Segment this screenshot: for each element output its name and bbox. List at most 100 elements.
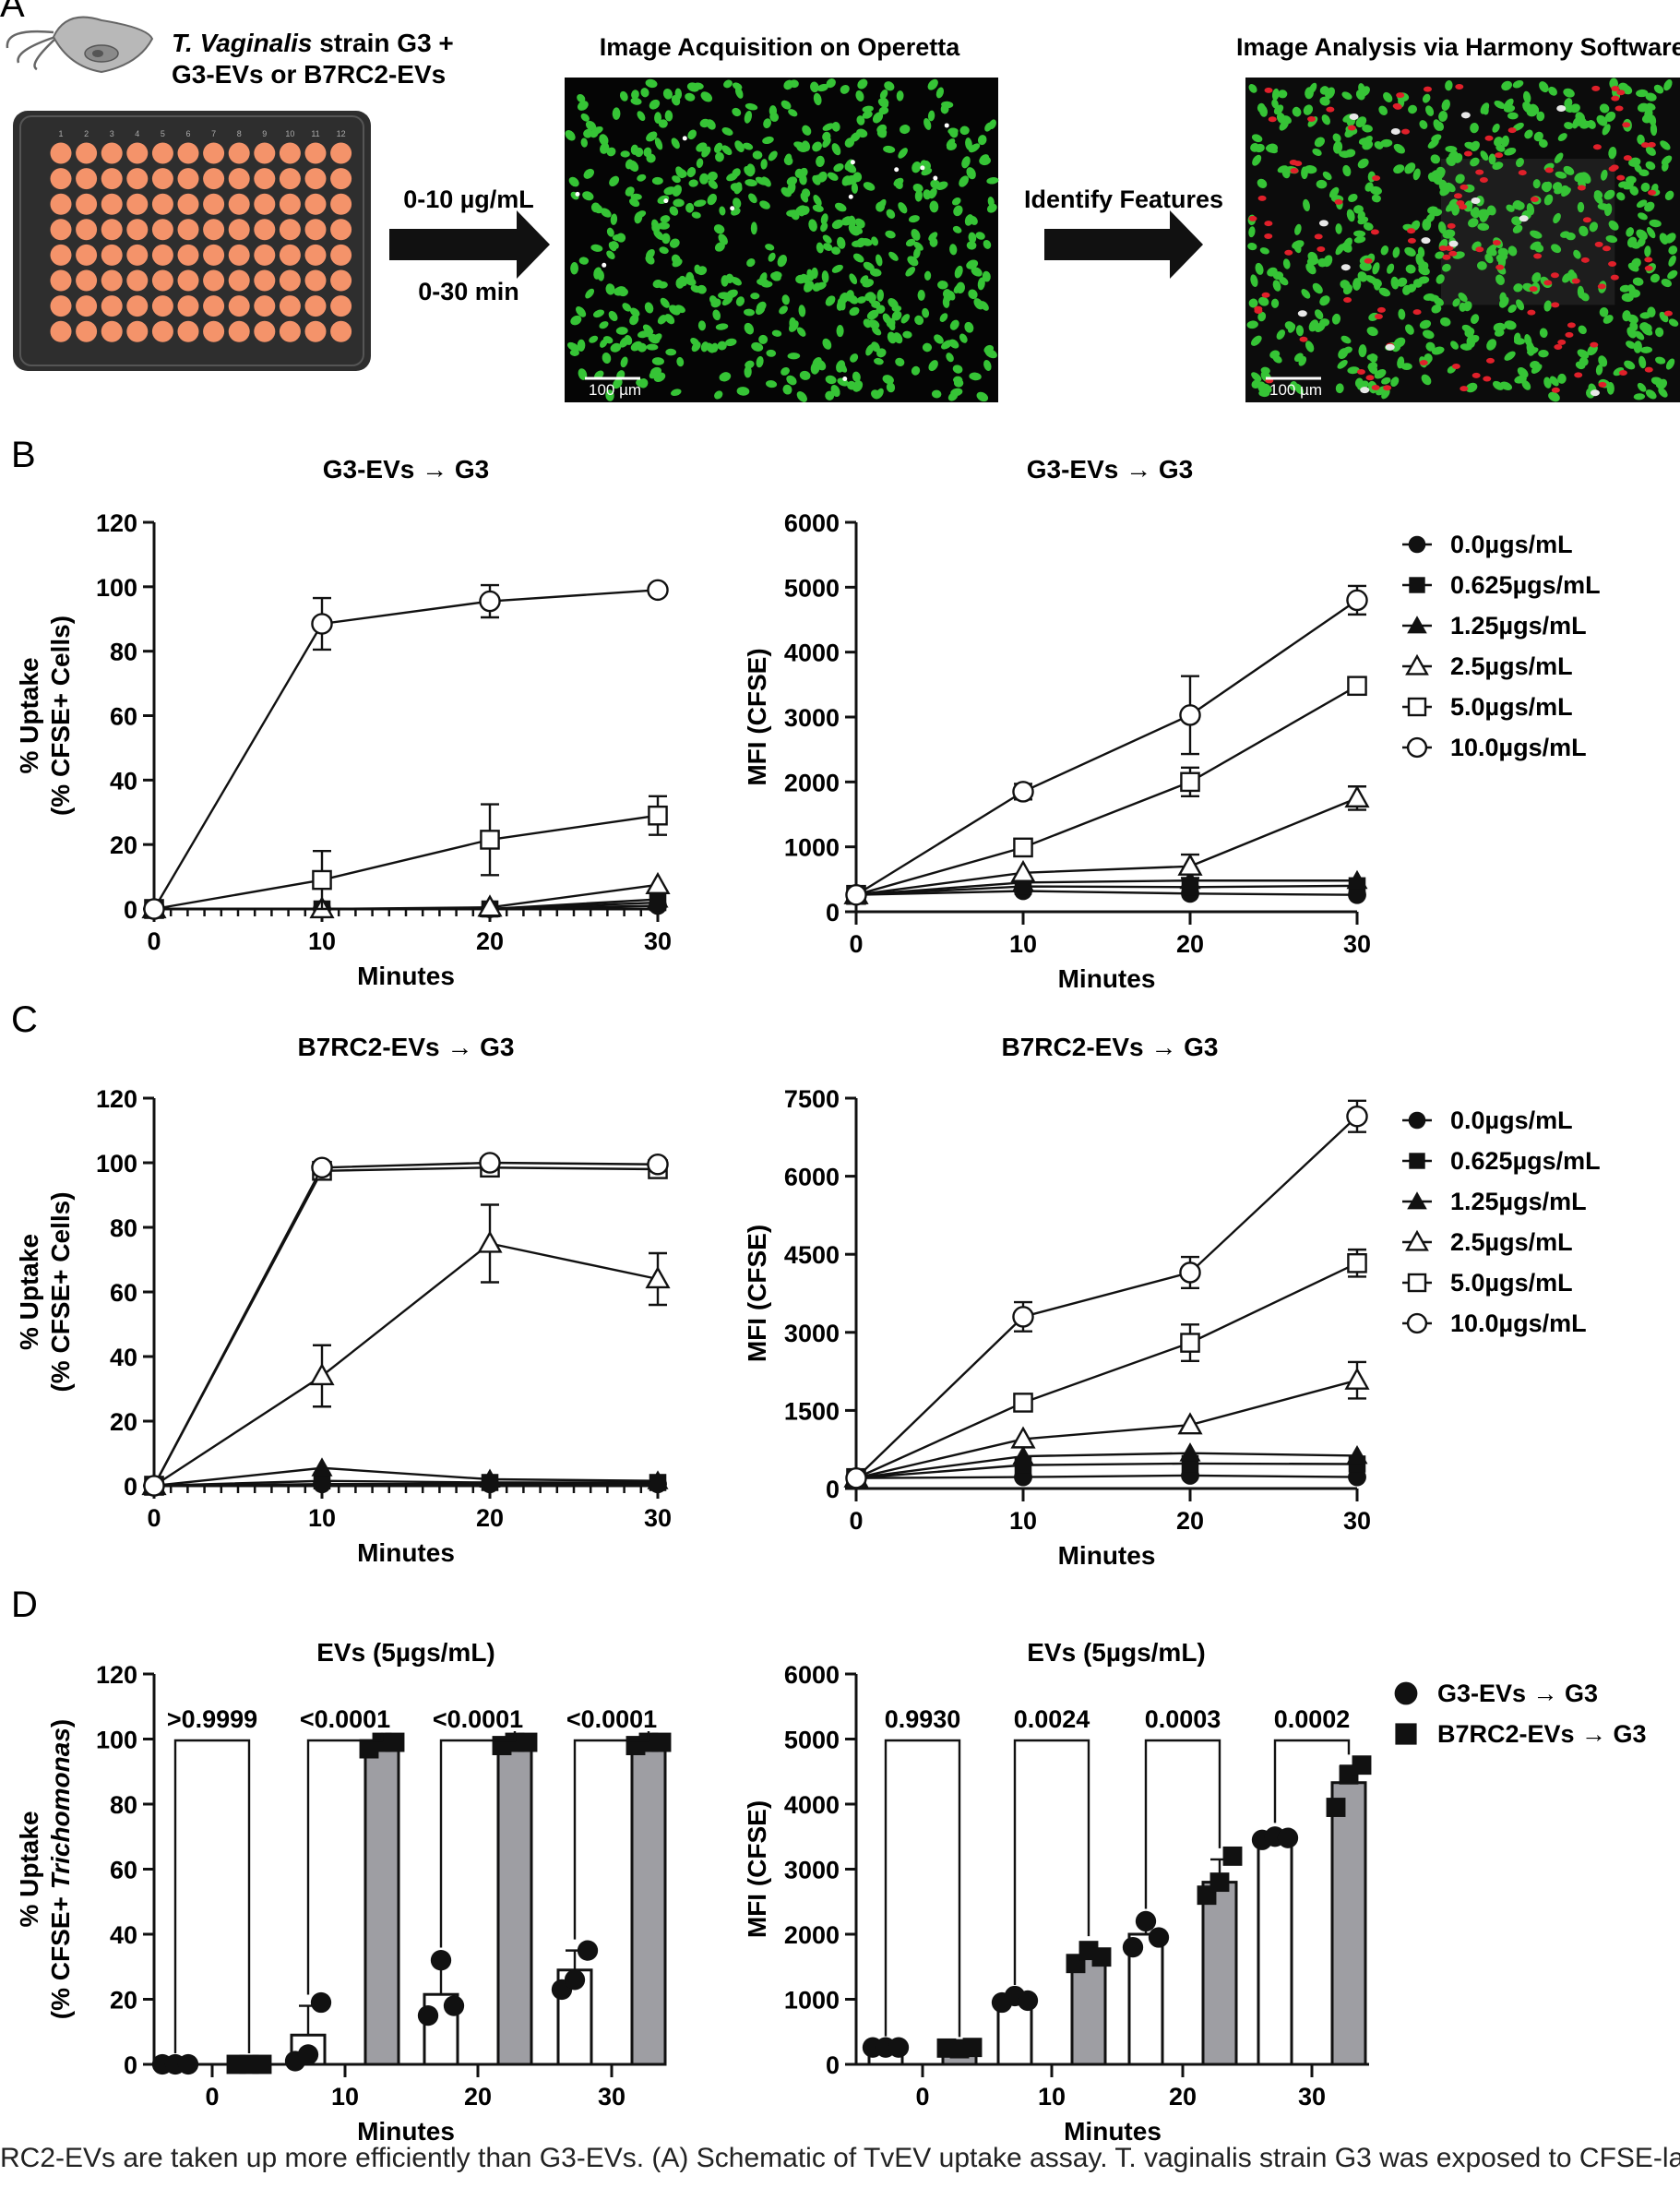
cell-marker [577,93,586,103]
cell-marker [1441,263,1451,272]
cell-marker [1393,337,1406,348]
cell-marker [618,288,628,297]
cell-marker [779,305,788,315]
plate-well [254,168,276,190]
legend-item: 0.0µgs/mL [1402,1106,1573,1134]
cell-marker [1367,363,1378,375]
cell-marker [911,228,921,241]
plate-column-label: 6 [185,129,190,138]
cell-marker-red [1644,366,1653,373]
cell-marker [1660,140,1671,150]
series-line [152,1161,659,1487]
cell-marker [1504,320,1517,330]
cell-marker [1436,274,1445,284]
cell-marker [713,224,725,234]
cell-marker [669,238,680,248]
cell-marker [592,309,604,318]
data-point [1346,869,1368,890]
cell-marker-red [1571,278,1580,284]
cell-marker [1332,133,1341,143]
series-line [855,879,1357,896]
plate-well [101,193,123,215]
data-point [1395,1723,1417,1745]
cell-marker [1366,326,1378,337]
cell-marker [1564,122,1574,129]
plate-well [304,320,327,342]
cell-marker [911,161,922,173]
data-point [645,1266,671,1289]
cell-marker [570,262,578,275]
cell-marker [1495,274,1505,285]
cell-marker [790,209,800,221]
cell-marker [610,342,622,353]
legend-label: 1.25µgs/mL [1450,612,1587,640]
cell-marker [1543,300,1552,312]
cell-marker [1492,161,1504,170]
cell-marker-bright [944,123,949,128]
cell-marker [580,138,588,148]
plate-well [203,244,225,266]
plate-well [101,295,123,317]
x-axis-label: Minutes [1058,1541,1156,1570]
legend-c: 0.0µgs/mL 0.625µgs/mL 1.25µgs/mL 2.5µgs/mL 5… [1402,1106,1601,1337]
plate-well [126,244,149,266]
y-tick-label: 120 [96,1085,137,1113]
cell-marker [812,204,824,212]
cell-marker [968,289,978,300]
cell-marker-red [1407,228,1416,234]
y-tick-label: 20 [110,831,137,859]
cell-marker [660,297,670,308]
plate-well [126,295,149,317]
cell-marker [868,293,876,304]
cell-marker-red [1611,86,1620,92]
cell-marker [1624,360,1636,370]
panel-letter-d: D [11,1584,38,1625]
plate-column-label: 11 [311,129,319,138]
cell-marker [1439,317,1451,327]
data-point [647,889,669,908]
data-point [1277,1827,1299,1848]
cell-marker [1323,255,1333,268]
cell-marker-red [1453,193,1462,199]
cell-marker-bright [602,262,607,268]
cell-marker [928,187,937,199]
x-tick-label: 30 [644,927,672,955]
cell-marker [798,305,806,317]
cell-marker [1530,361,1541,369]
legend-label: G3-EVs → G3 [1437,1680,1598,1707]
cell-marker [768,150,778,161]
cell-marker [1539,328,1548,339]
cell-marker [1645,161,1656,171]
data-point [1347,676,1367,697]
cell-marker [893,332,903,344]
data-point [1010,1426,1036,1449]
series-line [855,884,1358,896]
y-tick-label: 1500 [784,1397,840,1425]
cell-marker [833,163,844,173]
cell-marker [1566,232,1576,241]
plate-column-label: 2 [84,129,89,138]
cell-marker-red [1551,302,1560,308]
cell-marker [1650,377,1663,386]
cell-marker [1533,131,1543,142]
cell-marker [768,252,776,262]
legend-item: G3-EVs → G3 [1394,1680,1598,1707]
data-point [888,2037,910,2058]
plate-well [151,244,173,266]
plate-well [76,219,98,241]
cell-marker [780,100,792,110]
cell-marker [969,372,982,381]
x-tick-label: 10 [1009,930,1037,958]
cell-marker [1293,383,1304,395]
cell-marker-white [1590,389,1600,397]
cell-marker [1252,154,1262,166]
cell-marker-red [1460,386,1469,392]
x-tick-label: 30 [1343,930,1371,958]
cell-marker [876,124,888,134]
cell-marker [973,298,984,310]
cell-marker [863,318,872,329]
cell-marker [1305,263,1317,275]
cell-marker [1295,325,1305,337]
cell-marker [1573,249,1581,259]
cell-marker [784,153,792,164]
